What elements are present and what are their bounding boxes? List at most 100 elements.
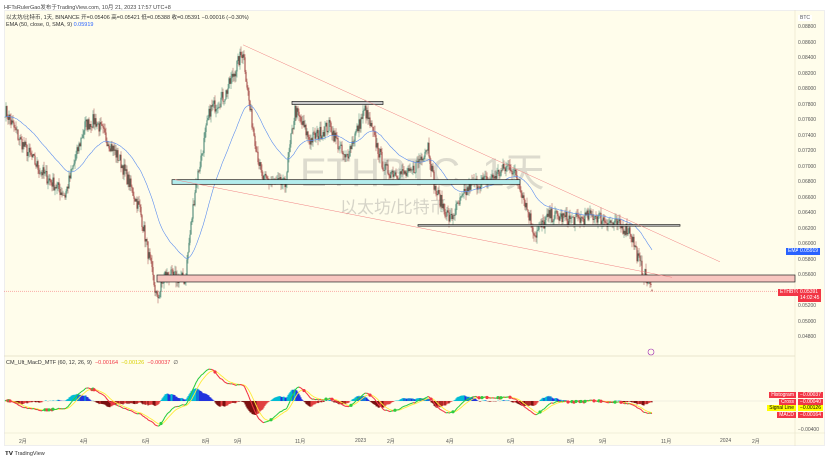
histogram-bar bbox=[121, 401, 123, 404]
histogram-bar bbox=[83, 395, 85, 401]
histogram-bar bbox=[556, 398, 558, 401]
candle-body bbox=[203, 138, 205, 154]
histogram-bar bbox=[89, 399, 91, 401]
candle-body bbox=[378, 154, 380, 158]
candle-body bbox=[503, 163, 505, 169]
histogram-bar bbox=[384, 401, 386, 407]
candle-body bbox=[556, 210, 558, 214]
price-axis-label: 0.06000 bbox=[798, 241, 817, 247]
macd-line-segment bbox=[16, 403, 19, 406]
tradingview-logo[interactable]: 𝗧𝗩 TradingView bbox=[5, 451, 45, 457]
candle-body bbox=[209, 108, 211, 117]
candle-body bbox=[469, 181, 471, 190]
histogram-bar bbox=[136, 401, 138, 404]
macd-line-segment bbox=[285, 407, 288, 410]
macd-line-segment bbox=[417, 399, 420, 402]
candle-body bbox=[568, 215, 570, 226]
macd-tag-name: Histogram bbox=[769, 392, 796, 398]
candle-body bbox=[189, 234, 191, 243]
candle-body bbox=[218, 106, 220, 108]
candle-body bbox=[631, 236, 633, 243]
candle-body bbox=[389, 175, 391, 178]
candle-body bbox=[355, 130, 357, 134]
histogram-bar bbox=[436, 401, 438, 408]
candle-body bbox=[173, 271, 175, 276]
chart-area[interactable] bbox=[4, 10, 825, 446]
candle-body bbox=[604, 220, 606, 223]
macd-line-segment bbox=[70, 401, 73, 404]
macd-line-segment bbox=[327, 398, 330, 400]
macd-line-segment bbox=[440, 409, 443, 412]
signal-line bbox=[4, 370, 653, 425]
histogram-bar bbox=[245, 401, 247, 407]
candle-body bbox=[448, 212, 450, 222]
candle-body bbox=[461, 194, 463, 197]
histogram-bar bbox=[527, 401, 529, 406]
macd-line-segment bbox=[426, 396, 429, 398]
candle-body bbox=[68, 175, 70, 189]
candle-body bbox=[37, 161, 39, 170]
candle-body bbox=[104, 128, 106, 133]
macd-label[interactable]: CM_Ult_MacD_MTF (60, 12, 26, 9) bbox=[6, 360, 92, 366]
candle-body bbox=[210, 105, 212, 117]
histogram-bar bbox=[485, 400, 487, 401]
candle-body bbox=[630, 233, 632, 237]
histogram-bar bbox=[128, 401, 130, 404]
candle-body bbox=[24, 141, 26, 147]
histogram-bar bbox=[548, 395, 550, 401]
macd-line-segment bbox=[257, 417, 260, 420]
histogram-bar bbox=[405, 398, 407, 401]
bar-countdown: 14:02:45 bbox=[800, 295, 820, 301]
histogram-bar bbox=[262, 401, 264, 410]
candle-body bbox=[393, 174, 395, 177]
candle-body bbox=[88, 119, 90, 130]
histogram-bar bbox=[376, 401, 378, 407]
candle-body bbox=[475, 178, 477, 180]
candle-body bbox=[39, 173, 41, 174]
ema-label[interactable]: EMA (50, close, 0, SMA, 9) bbox=[6, 22, 73, 28]
candle-body bbox=[325, 122, 327, 127]
macd-line-segment bbox=[299, 386, 302, 389]
macd-line-segment bbox=[536, 413, 539, 415]
candle-body bbox=[194, 192, 196, 206]
histogram-bar bbox=[513, 401, 515, 403]
macd-line-segment bbox=[162, 418, 165, 421]
candle-body bbox=[129, 178, 131, 187]
macd-line-segment bbox=[191, 388, 194, 392]
histogram-bar bbox=[303, 401, 305, 402]
candle-body bbox=[87, 119, 89, 130]
histogram-bar bbox=[263, 401, 265, 408]
histogram-bar bbox=[483, 400, 485, 401]
histogram-bar bbox=[454, 399, 456, 401]
candle-body bbox=[245, 71, 247, 82]
macd-line-segment bbox=[242, 384, 245, 387]
histogram-bar bbox=[242, 401, 244, 403]
macd-line-segment bbox=[318, 399, 321, 401]
candle-body bbox=[592, 214, 594, 221]
histogram-bar bbox=[207, 395, 209, 401]
candle-body bbox=[103, 127, 105, 129]
macd-line-segment bbox=[194, 382, 197, 386]
candle-body bbox=[553, 218, 555, 222]
macd-line-segment bbox=[74, 396, 77, 399]
macd-line-segment bbox=[215, 372, 218, 375]
candle-body bbox=[623, 230, 625, 234]
histogram-bar bbox=[363, 395, 365, 401]
candle-body bbox=[165, 271, 167, 278]
histogram-bar bbox=[479, 401, 481, 402]
candle-body bbox=[519, 184, 521, 191]
macd-line-segment bbox=[361, 394, 364, 397]
candle-body bbox=[333, 130, 335, 142]
candle-body bbox=[164, 271, 166, 277]
candle-body bbox=[91, 127, 93, 128]
histogram-bar bbox=[648, 401, 650, 404]
candle-body bbox=[7, 116, 9, 121]
histogram-bar bbox=[144, 401, 146, 405]
candle-body bbox=[502, 163, 504, 171]
candle-body bbox=[346, 153, 348, 155]
macd-line-segment bbox=[225, 382, 228, 384]
price-axis-label: 0.05200 bbox=[798, 303, 817, 309]
macd-line-segment bbox=[193, 384, 196, 388]
candle-body bbox=[65, 191, 67, 198]
